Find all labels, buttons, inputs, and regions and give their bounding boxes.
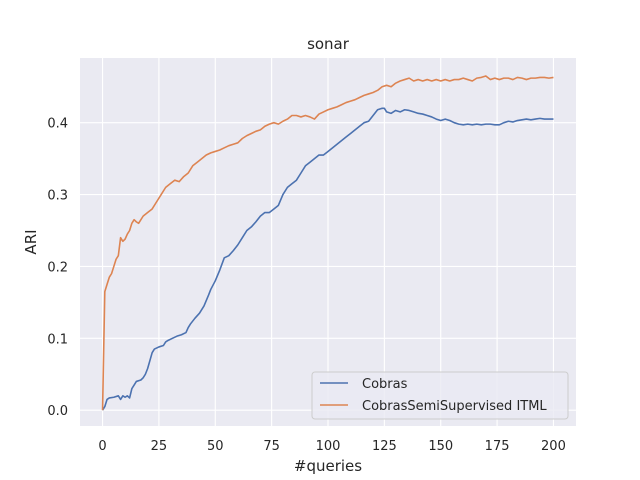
- x-tick-label: 200: [541, 439, 566, 454]
- y-tick-label: 0.4: [47, 117, 68, 132]
- y-tick-label: 0.2: [47, 260, 68, 275]
- x-tick-label: 0: [98, 439, 106, 454]
- legend-label-itml: CobrasSemiSupervised ITML: [362, 399, 547, 414]
- y-tick-label: 0.3: [47, 189, 68, 204]
- cobras-itml-line: [101, 75, 554, 411]
- legend: Cobras CobrasSemiSupervised ITML: [311, 371, 569, 420]
- grid: [80, 58, 576, 426]
- x-tick-label: 25: [151, 439, 168, 454]
- y-tick-label: 0.0: [47, 404, 68, 419]
- y-tick-label: 0.1: [47, 332, 68, 347]
- y-axis-ticks: 0.0 0.1 0.2 0.3 0.4: [47, 117, 68, 420]
- x-axis-label: #queries: [294, 457, 362, 475]
- y-axis-label: ARI: [22, 229, 40, 254]
- x-axis-ticks: 0 25 50 75 100 125 150 175 200: [98, 439, 565, 454]
- x-tick-label: 125: [372, 439, 397, 454]
- x-tick-label: 50: [207, 439, 224, 454]
- x-tick-label: 150: [428, 439, 453, 454]
- chart-title: sonar: [307, 35, 350, 53]
- x-tick-label: 100: [316, 439, 341, 454]
- series-layer: [101, 75, 554, 411]
- x-tick-label: 75: [263, 439, 280, 454]
- legend-label-cobras: Cobras: [362, 377, 408, 392]
- x-tick-label: 175: [485, 439, 510, 454]
- legend-box: [311, 371, 569, 420]
- cobras-line: [101, 107, 554, 411]
